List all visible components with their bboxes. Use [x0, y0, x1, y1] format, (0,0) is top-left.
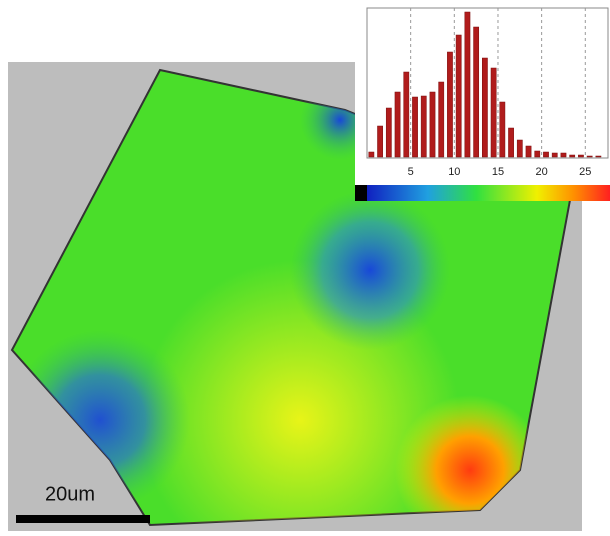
bar [596, 156, 601, 157]
x-tick-label: 25 [579, 166, 591, 178]
bar [561, 153, 566, 157]
bar [587, 156, 592, 157]
bar [404, 72, 409, 157]
bar [377, 126, 382, 157]
colorbar-black [355, 185, 367, 201]
bar [430, 92, 435, 157]
bar [526, 146, 531, 157]
bar [395, 92, 400, 157]
scale-bar [16, 515, 150, 523]
bar [412, 97, 417, 157]
bar [482, 58, 487, 157]
x-tick-label: 20 [536, 166, 548, 178]
bar [439, 82, 444, 157]
bar [447, 52, 452, 157]
bar [570, 155, 575, 157]
bar [535, 151, 540, 157]
x-tick-label: 5 [408, 166, 414, 178]
bar [369, 152, 374, 157]
x-tick-label: 10 [448, 166, 460, 178]
bar [421, 96, 426, 157]
bar [465, 12, 470, 157]
screenshot: 20um 5 10 15 20 25 [0, 0, 610, 531]
bar [552, 153, 557, 157]
scale-label: 20um [45, 483, 95, 505]
bar [500, 102, 505, 157]
bar [543, 152, 548, 157]
bar [386, 108, 391, 157]
bar [456, 35, 461, 157]
bar [508, 128, 513, 157]
bar [474, 27, 479, 157]
bar [491, 68, 496, 157]
x-tick-label: 15 [492, 166, 504, 178]
bar [517, 140, 522, 157]
bar [578, 155, 583, 157]
colorbar [367, 185, 610, 201]
